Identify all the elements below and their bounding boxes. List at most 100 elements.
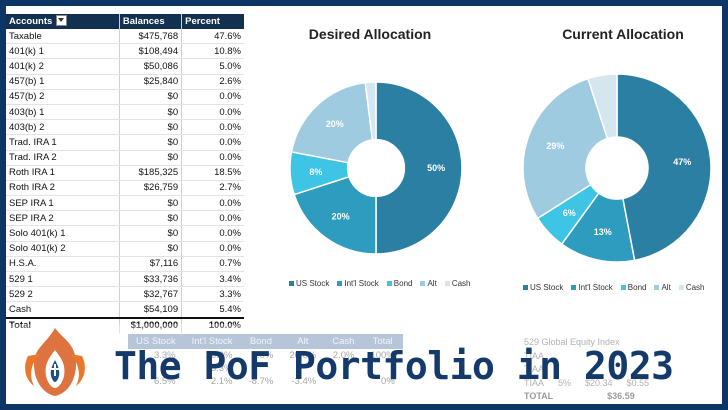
legend-label: Bond [393, 279, 413, 288]
account-row: 401(k) 1 $108,494 10.8% [6, 43, 244, 60]
desired-legend: US Stock Int'l Stock Bond Alt Cash [289, 279, 471, 288]
pie-slice-int-l-stock [293, 175, 377, 255]
summary-cell: 3.3% [153, 350, 176, 361]
summary-cell: -8.7% [248, 376, 274, 387]
summary-cell: 100% [370, 350, 395, 361]
legend-swatch [523, 285, 528, 290]
account-row: Taxable $475,768 47.6% [6, 29, 244, 45]
pie-data-label: 29% [546, 141, 564, 151]
pie-data-label: 50% [427, 163, 445, 173]
fund-row: TIAA [524, 350, 545, 361]
account-name: H.S.A. [6, 256, 120, 273]
legend-item: Alt [654, 283, 671, 292]
account-row: Solo 401(k) 2 $0 0.0% [6, 241, 244, 257]
legend-swatch [444, 281, 450, 286]
account-balance: $0 [118, 119, 182, 136]
account-row: Solo 401(k) 1 $0 0.0% [6, 225, 244, 242]
total-balance: $1,000,000 [118, 316, 182, 333]
account-percent: 2.6% [181, 74, 244, 90]
pie-slice-cash [364, 81, 377, 141]
legend-label: Alt [427, 279, 437, 288]
account-row: Trad. IRA 2 $0 0.0% [6, 150, 244, 166]
slide: Accounts Balances Percent Taxable $475,76… [6, 6, 722, 404]
account-percent: 5.0% [181, 58, 244, 75]
legend-label: Int'l Stock [578, 283, 613, 292]
pie-data-label: 20% [332, 212, 350, 222]
account-name: 457(b) 1 [6, 74, 120, 90]
account-name: Solo 401(k) 1 [6, 225, 120, 242]
account-percent: 18.5% [181, 165, 244, 181]
account-balance: $0 [118, 134, 182, 151]
account-balance: $0 [118, 210, 182, 227]
account-balance: $54,109 [118, 301, 182, 319]
account-balance: $0 [118, 104, 182, 121]
legend-item: Cash [678, 283, 705, 292]
summary-header: Int'l Stock [183, 334, 241, 349]
legend-label: Bond [627, 283, 647, 292]
summary-cell: 2.0% [332, 350, 355, 361]
pie-data-label: 6% [563, 208, 576, 218]
account-row: SEP IRA 2 $0 0.0% [6, 210, 244, 227]
fund-row: TIAA [524, 364, 545, 374]
account-percent: 0.0% [181, 195, 244, 212]
account-balance: $32,767 [118, 286, 182, 303]
account-name: Taxable [6, 29, 120, 45]
summary-header: Bond [240, 334, 282, 349]
account-name: Roth IRA 1 [6, 165, 120, 181]
legend-swatch [571, 285, 577, 290]
summary-header: US Stock [128, 334, 184, 349]
account-name: 403(b) 2 [6, 119, 120, 136]
current-chart-title: Current Allocation [562, 26, 684, 42]
legend-swatch [337, 281, 343, 286]
accounts-header[interactable]: Accounts [6, 14, 120, 29]
account-name: 403(b) 1 [6, 104, 120, 121]
account-balance: $50,086 [118, 58, 182, 75]
allocation-summary-table: US Stock Int'l Stock Bond Alt Cash Total… [128, 334, 403, 388]
summary-cell: 6.5% [153, 376, 176, 387]
account-percent: 0.0% [181, 119, 244, 136]
overlay-fade [6, 324, 722, 404]
account-row: 457(b) 2 $0 0.0% [6, 89, 244, 105]
account-percent: 0.0% [181, 225, 244, 242]
fund-row: TIAA 5% $20.34 $0.55 [524, 377, 650, 388]
account-balance: $0 [118, 150, 182, 166]
legend-item: Bond [620, 283, 647, 292]
account-name: Trad. IRA 1 [6, 134, 120, 151]
legend-swatch [289, 281, 294, 286]
summary-row: 6.5% 2.1% -8.7% -3.4% 0% [128, 375, 403, 388]
fund-panel: 529 Global Equity Index TIAA TIAA TIAA 5%… [524, 336, 649, 404]
account-name: Trad. IRA 2 [6, 150, 120, 166]
account-balance: $0 [118, 89, 182, 105]
summary-header: Cash [324, 334, 363, 349]
legend-label: Alt [661, 283, 671, 292]
legend-item: Int'l Stock [571, 283, 613, 292]
account-balance: $185,325 [118, 165, 182, 181]
account-name: SEP IRA 2 [6, 210, 120, 227]
account-name: 457(b) 2 [6, 89, 120, 105]
legend-item: US Stock [289, 279, 329, 288]
pie-slice-us-stock [616, 73, 712, 262]
account-row: H.S.A. $7,116 0.7% [6, 256, 244, 273]
account-balance: $7,116 [118, 256, 182, 273]
legend-item: Bond [386, 279, 413, 288]
legend-swatch [678, 285, 684, 290]
account-percent: 3.4% [181, 271, 244, 288]
pie-slice-alt [290, 81, 374, 164]
accounts-header-row: Accounts Balances Percent [6, 14, 244, 29]
account-name: 401(k) 1 [6, 43, 120, 60]
legend-swatch [620, 285, 626, 290]
account-balance: $475,768 [118, 29, 182, 45]
fund-total-row: TOTAL $36.59 [524, 391, 635, 401]
filter-dropdown-icon[interactable] [56, 14, 68, 26]
summary-cell: 13.3% [205, 363, 233, 374]
summary-cell: 20.0% [289, 350, 317, 361]
account-percent: 0.7% [181, 256, 244, 273]
summary-cell: 20.0% [205, 350, 233, 361]
headline: The PoF Portfolio in 2023 [114, 344, 674, 388]
account-row: Cash $54,109 5.4% [6, 301, 244, 319]
account-percent: 0.0% [181, 210, 244, 227]
summary-cell: 0% [381, 376, 395, 387]
pie-slice-alt [522, 77, 609, 220]
desired-chart-title: Desired Allocation [308, 26, 432, 42]
account-row: SEP IRA 1 $0 0.0% [6, 195, 244, 212]
